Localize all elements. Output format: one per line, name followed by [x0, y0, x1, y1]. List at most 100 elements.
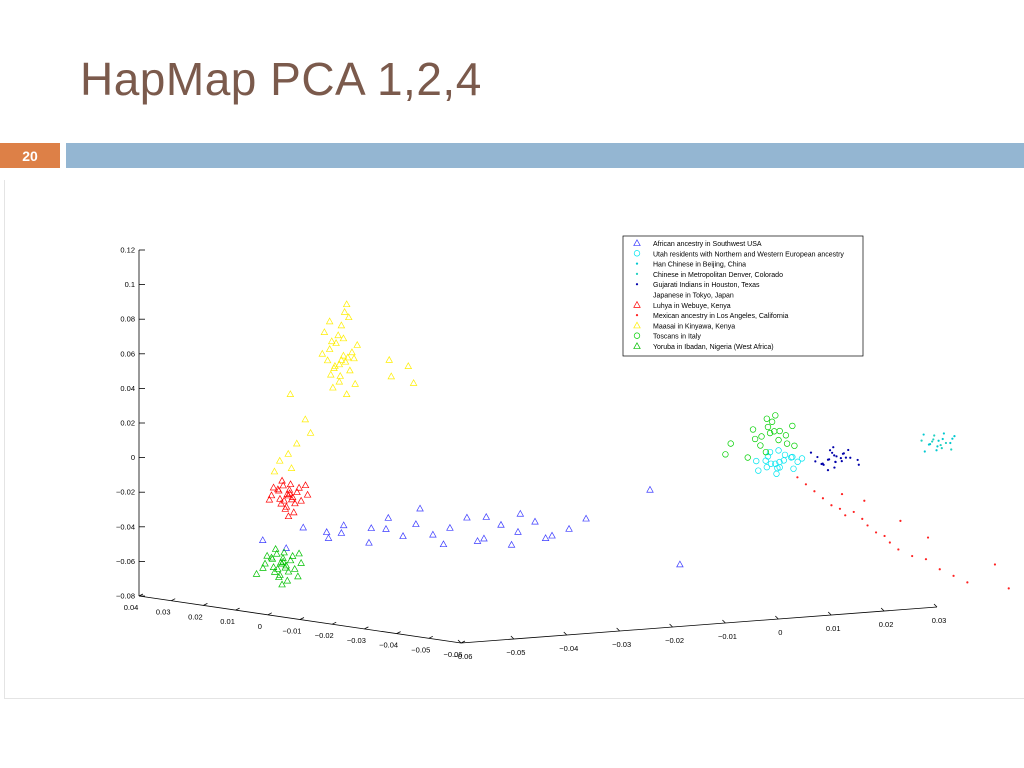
data-point — [267, 491, 276, 499]
y-tick-label: 0.04 — [124, 603, 139, 612]
z-tick-label: 0.04 — [120, 384, 135, 393]
data-point — [286, 480, 295, 488]
data-point — [287, 464, 296, 471]
data-point — [295, 549, 303, 557]
data-point — [852, 510, 855, 514]
data-point — [931, 440, 934, 443]
data-point — [318, 349, 327, 357]
data-point — [773, 470, 780, 477]
data-point — [339, 351, 348, 359]
data-point — [939, 443, 942, 447]
data-point — [337, 321, 346, 329]
data-point — [340, 308, 349, 315]
data-point — [861, 517, 864, 521]
header-bar — [66, 143, 1024, 168]
data-point — [278, 580, 286, 588]
data-point — [897, 548, 900, 551]
data-point — [429, 530, 437, 538]
data-point — [292, 439, 301, 447]
data-point — [516, 509, 525, 517]
data-point — [473, 537, 482, 544]
legend-marker — [633, 342, 641, 349]
data-point — [412, 520, 420, 527]
data-point — [938, 568, 941, 571]
data-point — [294, 572, 302, 580]
data-point — [272, 549, 281, 557]
data-point — [744, 454, 751, 461]
z-tick-label: 0 — [131, 453, 135, 462]
data-point — [337, 528, 346, 536]
y-tick-label: −0.05 — [411, 645, 430, 654]
data-point — [835, 455, 838, 458]
data-point — [758, 433, 765, 440]
z-tick-label: −0.02 — [116, 488, 135, 497]
data-point — [813, 490, 816, 493]
z-tick-label: −0.04 — [116, 522, 135, 531]
data-point — [646, 485, 654, 493]
legend-label: Luhya in Webuye, Kenya — [653, 303, 731, 310]
data-point — [297, 496, 305, 504]
data-point — [822, 463, 825, 466]
data-point — [847, 448, 850, 452]
data-point — [273, 564, 282, 572]
data-point — [301, 481, 310, 489]
data-point — [281, 504, 290, 512]
data-point — [297, 558, 305, 566]
x-tick-mark — [827, 611, 832, 616]
legend-marker — [633, 300, 641, 308]
data-point — [283, 490, 292, 497]
data-point — [399, 532, 407, 539]
data-point — [348, 348, 356, 356]
data-point — [497, 520, 505, 528]
data-point — [439, 540, 448, 548]
z-tick-label: 0.08 — [120, 315, 135, 324]
data-point — [828, 458, 831, 461]
x-tick-label: 0 — [778, 628, 782, 637]
data-point — [783, 440, 791, 447]
data-point — [944, 441, 948, 445]
data-point — [303, 490, 312, 498]
data-point — [940, 447, 943, 450]
data-point — [834, 460, 837, 464]
data-point — [284, 512, 293, 520]
data-point — [826, 469, 830, 472]
data-point — [764, 423, 772, 431]
data-point — [265, 495, 274, 503]
data-point — [788, 454, 795, 461]
data-point — [883, 534, 886, 538]
data-point — [387, 372, 396, 380]
x-tick-label: −0.03 — [612, 640, 631, 649]
legend-label: Utah residents with Northern and Western… — [653, 251, 844, 258]
z-tick-label: 0.06 — [120, 349, 135, 358]
data-point — [279, 481, 287, 489]
data-point — [276, 494, 284, 502]
data-point — [751, 435, 759, 443]
data-point — [767, 460, 775, 467]
data-point — [755, 467, 762, 474]
data-point — [280, 496, 288, 504]
data-point — [809, 451, 813, 454]
data-point — [367, 524, 376, 531]
data-point — [950, 448, 953, 451]
data-point — [342, 390, 351, 398]
data-point — [277, 499, 285, 507]
data-point — [286, 390, 295, 397]
x-tick-label: −0.05 — [506, 648, 525, 657]
data-point — [287, 495, 296, 503]
data-point — [288, 551, 297, 559]
y-tick-label: −0.06 — [444, 650, 463, 659]
legend-label: Toscans in Italy — [653, 334, 701, 341]
data-point — [942, 432, 945, 435]
data-point — [776, 458, 783, 466]
legend-marker — [635, 283, 639, 286]
data-point — [323, 356, 332, 364]
data-point — [344, 313, 353, 321]
data-point — [285, 489, 294, 497]
y-tick-label: −0.04 — [379, 641, 398, 650]
x-tick-mark — [775, 615, 779, 620]
data-point — [753, 457, 760, 465]
y-tick-label: −0.01 — [283, 627, 302, 636]
data-point — [840, 460, 843, 463]
data-point — [279, 554, 287, 561]
y-tick-mark — [299, 617, 305, 620]
